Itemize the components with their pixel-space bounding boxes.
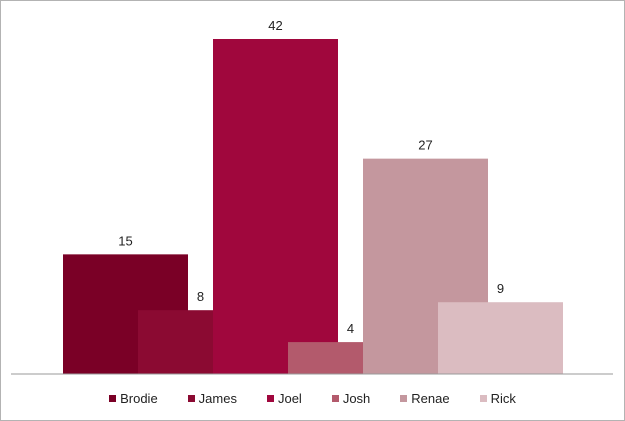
data-labels: 15 8 42 4 27 9 [118,18,504,336]
legend-swatch [187,394,195,402]
legend-swatch [109,394,117,402]
legend-label: Rick [490,390,516,406]
legend-item-brodie: Brodie [109,391,158,406]
legend-label: James [198,390,237,406]
legend-item-josh: Josh [331,390,371,406]
legend-swatch [331,394,339,402]
bar-joel [213,39,338,374]
legend-item-rick: Rick [479,390,516,406]
legend-swatch [479,394,487,402]
data-label-renae: 27 [418,138,432,153]
legend-label: Renae [411,390,450,406]
legend-item-joel: Joel [266,390,302,406]
legend-swatch [266,394,274,402]
legend-label: Brodie [120,390,158,406]
legend: Brodie James Joel Josh Renae Rick [1,389,624,407]
data-label-joel: 42 [268,18,282,33]
legend-swatch [400,394,408,402]
bar-series [63,39,563,374]
legend-label: Josh [342,390,371,406]
legend-item-james: James [187,390,237,406]
data-label-brodie: 15 [118,233,132,248]
legend-item-renae: Renae [400,390,450,406]
data-label-josh: 4 [347,321,354,336]
data-label-james: 8 [197,289,204,304]
legend-label: Joel [277,390,302,406]
bar-rick [438,302,563,374]
data-label-rick: 9 [497,281,504,296]
